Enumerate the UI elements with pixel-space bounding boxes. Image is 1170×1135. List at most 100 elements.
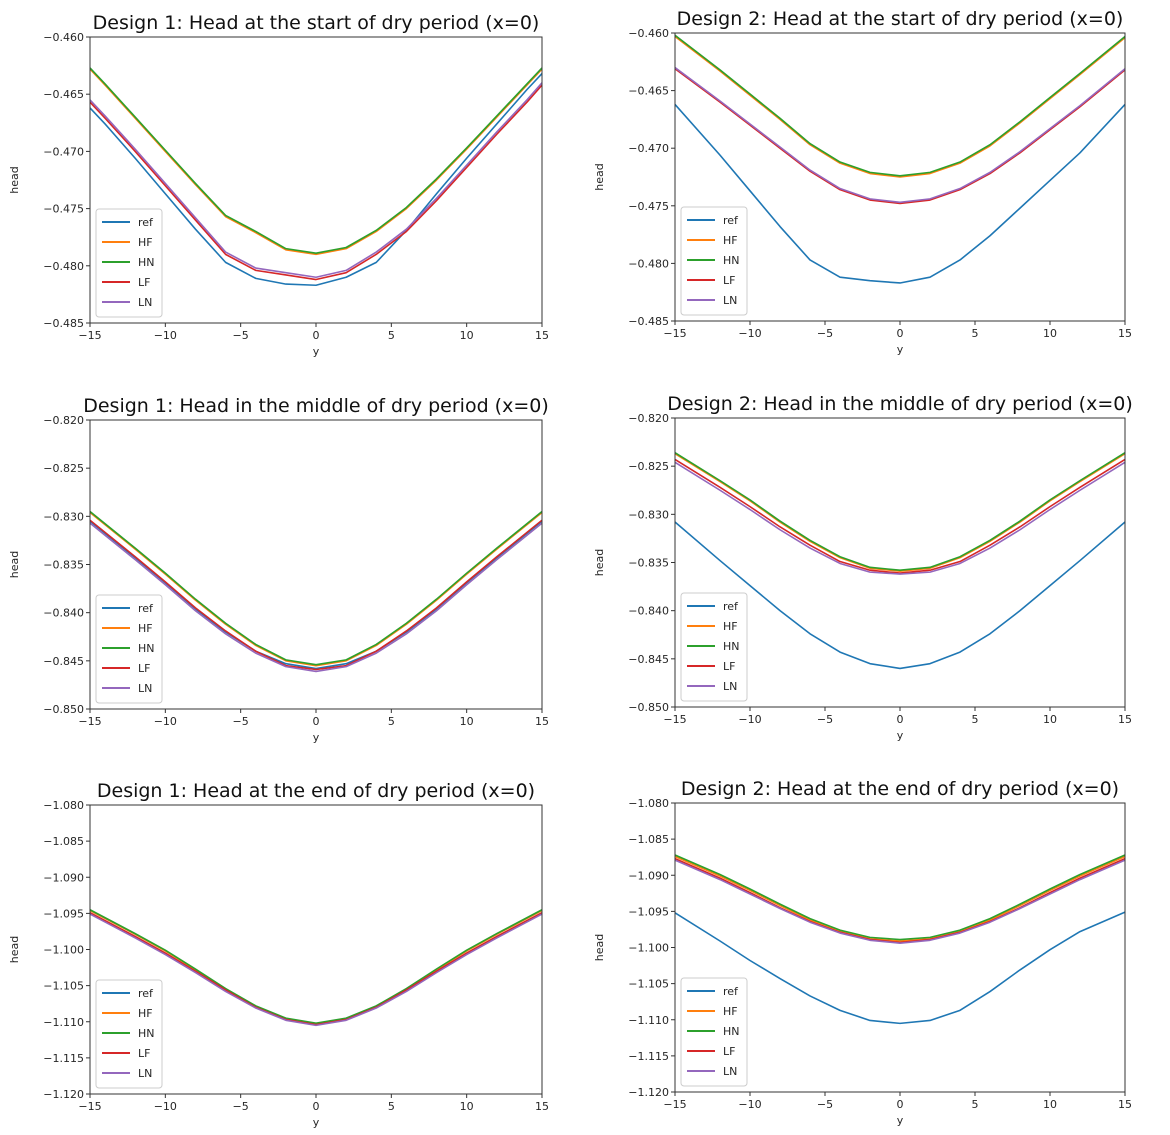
x-axis-label: y <box>897 729 904 742</box>
y-tick-label: −1.120 <box>43 1088 84 1101</box>
chart-title: Design 1: Head at the start of dry perio… <box>93 12 540 34</box>
legend-label-ref: ref <box>138 602 154 615</box>
x-tick-label: −15 <box>663 1098 686 1111</box>
legend-label-HN: HN <box>723 640 740 653</box>
plot-area <box>90 37 542 323</box>
y-tick-label: −0.825 <box>628 460 669 473</box>
legend-label-ref: ref <box>723 985 739 998</box>
y-tick-label: −1.095 <box>628 905 669 918</box>
series-line-LF <box>674 68 1126 205</box>
x-tick-label: 10 <box>460 329 474 342</box>
x-tick-label: 0 <box>313 715 320 728</box>
x-tick-label: 5 <box>388 329 395 342</box>
plot-area <box>90 420 542 709</box>
series-line-ref <box>674 521 1126 670</box>
x-tick-label: −10 <box>738 1098 761 1111</box>
legend-label-LN: LN <box>138 1067 152 1080</box>
y-tick-label: −0.465 <box>43 88 84 101</box>
y-tick-label: −0.485 <box>628 315 669 328</box>
y-tick-label: −1.115 <box>43 1052 84 1065</box>
y-axis-label: head <box>593 934 606 961</box>
legend-label-HN: HN <box>723 1025 740 1038</box>
x-tick-label: −5 <box>817 713 833 726</box>
legend-label-HN: HN <box>138 256 155 269</box>
legend-label-HF: HF <box>723 620 738 633</box>
chart-panel-3: Design 1: Head in the middle of dry peri… <box>8 395 549 744</box>
chart-panel-2: Design 2: Head at the start of dry perio… <box>593 8 1132 356</box>
y-tick-label: −0.820 <box>628 412 669 425</box>
series-line-ref <box>674 103 1126 284</box>
y-tick-label: −1.080 <box>628 797 669 810</box>
y-tick-label: −1.090 <box>628 869 669 882</box>
x-tick-label: 15 <box>535 1100 549 1113</box>
legend: ref HF HN LF LN <box>680 977 748 1087</box>
series-line-LN <box>674 461 1126 575</box>
y-tick-label: −0.475 <box>43 203 84 216</box>
legend-label-LF: LF <box>138 276 150 289</box>
x-axis-label: y <box>313 731 320 744</box>
x-tick-label: −10 <box>738 327 761 340</box>
x-tick-label: −15 <box>663 713 686 726</box>
legend-label-ref: ref <box>138 216 154 229</box>
chart-title: Design 2: Head at the start of dry perio… <box>677 8 1124 30</box>
y-axis-label: head <box>593 549 606 576</box>
x-tick-label: 0 <box>897 713 904 726</box>
legend-label-LF: LF <box>138 662 150 675</box>
x-tick-label: 0 <box>897 1098 904 1111</box>
x-tick-label: −15 <box>78 715 101 728</box>
y-tick-label: −0.460 <box>628 27 669 40</box>
series-line-HN <box>89 510 543 666</box>
legend-label-LF: LF <box>723 1045 735 1058</box>
legend-label-HN: HN <box>723 254 740 267</box>
series-line-LN <box>674 66 1126 204</box>
y-tick-label: −1.100 <box>43 944 84 957</box>
legend: ref HF HN LF LN <box>680 592 748 702</box>
y-tick-label: −0.460 <box>43 31 84 44</box>
x-tick-label: 15 <box>1118 1098 1132 1111</box>
y-tick-label: −0.820 <box>43 414 84 427</box>
y-tick-label: −1.085 <box>43 835 84 848</box>
x-tick-label: −10 <box>154 715 177 728</box>
legend-label-HF: HF <box>723 234 738 247</box>
series-line-HN <box>89 909 543 1024</box>
y-tick-label: −0.835 <box>628 557 669 570</box>
chart-panel-1: Design 1: Head at the start of dry perio… <box>8 12 549 358</box>
legend-label-LN: LN <box>723 294 737 307</box>
x-tick-label: 5 <box>972 713 979 726</box>
legend-label-LN: LN <box>723 680 737 693</box>
legend: ref HF HN LF LN <box>95 979 163 1089</box>
legend-label-LF: LF <box>723 274 735 287</box>
chart-panel-6: Design 2: Head at the end of dry period … <box>593 778 1132 1127</box>
y-tick-label: −1.090 <box>43 871 84 884</box>
y-tick-label: −1.110 <box>43 1016 84 1029</box>
y-tick-label: −0.845 <box>628 653 669 666</box>
legend-label-LN: LN <box>138 682 152 695</box>
series-line-LF <box>89 519 543 671</box>
y-axis-label: head <box>8 166 21 193</box>
x-tick-label: −10 <box>154 329 177 342</box>
legend-label-HF: HF <box>138 622 153 635</box>
x-tick-label: −10 <box>154 1100 177 1113</box>
series-line-HN <box>674 34 1126 177</box>
x-tick-label: 15 <box>535 715 549 728</box>
x-tick-label: −15 <box>663 327 686 340</box>
x-tick-label: 0 <box>313 329 320 342</box>
y-tick-label: −1.095 <box>43 907 84 920</box>
y-tick-label: −0.840 <box>628 605 669 618</box>
series-line-ref <box>674 911 1126 1025</box>
legend-label-HN: HN <box>138 1027 155 1040</box>
legend: ref HF HN LF LN <box>95 208 163 318</box>
series-line-HN <box>674 452 1126 572</box>
plot-area <box>675 803 1125 1092</box>
series-line-ref <box>89 73 543 287</box>
y-tick-label: −0.840 <box>43 607 84 620</box>
legend-label-HF: HF <box>138 236 153 249</box>
series-line-LN <box>89 82 543 279</box>
series-line-LN <box>89 913 543 1027</box>
plot-area <box>675 418 1125 707</box>
legend-label-ref: ref <box>723 214 739 227</box>
y-tick-label: −0.465 <box>628 85 669 98</box>
x-tick-label: −10 <box>738 713 761 726</box>
y-tick-label: −1.115 <box>628 1050 669 1063</box>
